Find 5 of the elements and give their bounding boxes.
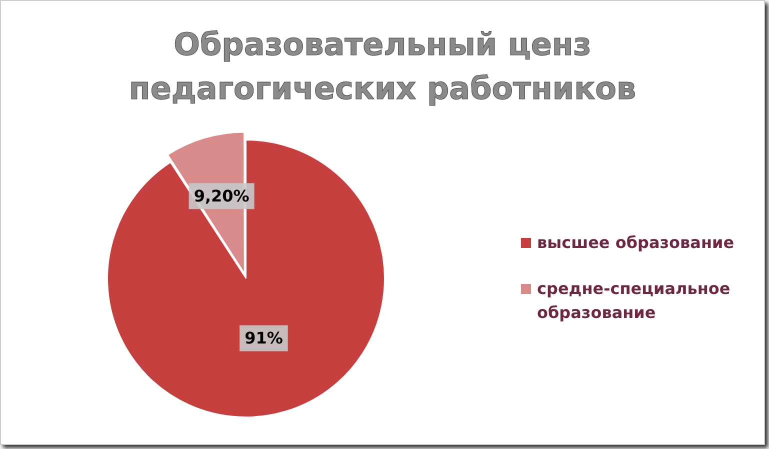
data-label: 9,20%	[194, 186, 250, 206]
data-label: 91%	[244, 328, 283, 348]
legend-label: высшее образование	[537, 232, 734, 254]
legend-label: средне-специальное образование	[537, 278, 732, 324]
chart-title: Образовательный ценз педагогических работников	[128, 26, 638, 109]
